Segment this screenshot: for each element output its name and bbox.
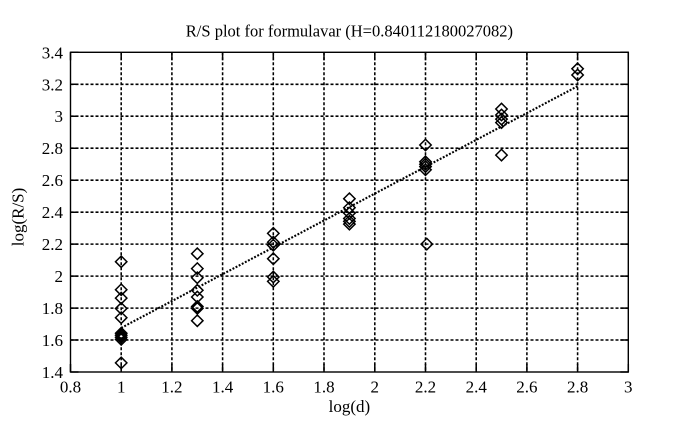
svg-text:log(R/S): log(R/S) bbox=[9, 188, 28, 247]
svg-text:3: 3 bbox=[624, 378, 633, 397]
svg-text:2.4: 2.4 bbox=[466, 378, 488, 397]
svg-text:3: 3 bbox=[55, 107, 64, 126]
svg-text:1.8: 1.8 bbox=[313, 378, 334, 397]
svg-text:3.2: 3.2 bbox=[42, 75, 63, 94]
svg-text:3.4: 3.4 bbox=[42, 43, 64, 62]
svg-text:1.4: 1.4 bbox=[42, 363, 64, 382]
svg-text:R/S plot for formulavar (H=0.8: R/S plot for formulavar (H=0.84011218002… bbox=[186, 22, 513, 41]
svg-text:1: 1 bbox=[117, 378, 126, 397]
svg-text:2.6: 2.6 bbox=[516, 378, 537, 397]
svg-text:1.6: 1.6 bbox=[263, 378, 284, 397]
svg-text:2.2: 2.2 bbox=[42, 235, 63, 254]
svg-text:1.4: 1.4 bbox=[212, 378, 234, 397]
svg-text:0.8: 0.8 bbox=[60, 378, 81, 397]
svg-text:1.8: 1.8 bbox=[42, 299, 63, 318]
svg-text:2.4: 2.4 bbox=[42, 203, 64, 222]
svg-text:1.2: 1.2 bbox=[161, 378, 182, 397]
svg-text:2: 2 bbox=[55, 267, 64, 286]
svg-text:2.8: 2.8 bbox=[567, 378, 588, 397]
svg-text:2.2: 2.2 bbox=[415, 378, 436, 397]
svg-text:1.6: 1.6 bbox=[42, 331, 63, 350]
svg-text:log(d): log(d) bbox=[329, 397, 371, 416]
svg-text:2.6: 2.6 bbox=[42, 171, 63, 190]
svg-text:2: 2 bbox=[371, 378, 380, 397]
svg-text:2.8: 2.8 bbox=[42, 139, 63, 158]
